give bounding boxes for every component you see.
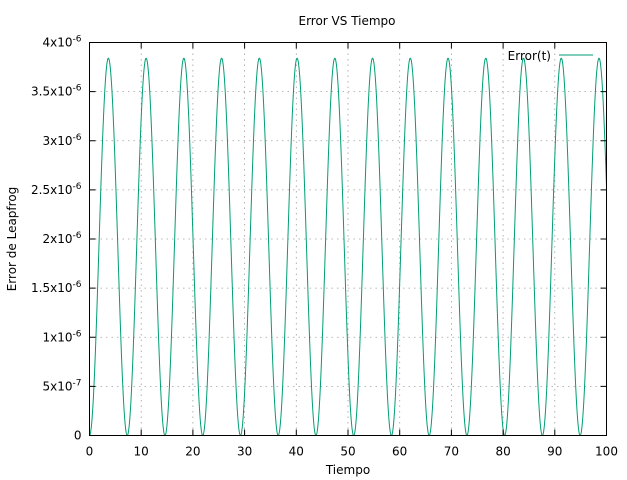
series-layer [89, 57, 607, 437]
x-tick-label: 80 [495, 445, 510, 459]
x-tick-label: 90 [547, 445, 562, 459]
x-tick-label: 30 [237, 445, 252, 459]
x-axis-label: Tiempo [325, 463, 370, 477]
y-tick-label: 5x10-7 [43, 378, 82, 393]
y-tick-label: 1x10-6 [43, 329, 82, 344]
y-tick-labels: 0 5x10-7 1x10-6 1.5x10-6 2x10-6 2.5x10-6 3x10-… [31, 35, 82, 443]
x-tick-label: 50 [340, 445, 355, 459]
series-error-line [89, 57, 607, 437]
x-tick-label: 20 [185, 445, 200, 459]
x-tick-labels: 0 10 20 30 40 50 60 70 80 90 100 [86, 445, 618, 459]
ticks [89, 42, 607, 436]
y-axis-label: Error de Leapfrog [5, 187, 19, 292]
x-tick-label: 10 [134, 445, 149, 459]
x-tick-label: 100 [595, 445, 618, 459]
y-tick-label: 2.5x10-6 [31, 182, 82, 197]
x-tick-label: 70 [444, 445, 459, 459]
x-tick-label: 40 [289, 445, 304, 459]
y-tick-label: 3.5x10-6 [31, 84, 82, 99]
chart-title: Error VS Tiempo [298, 14, 395, 28]
grid [89, 42, 607, 436]
y-tick-label: 4x10-6 [43, 35, 82, 50]
legend: Error(t) [508, 49, 593, 63]
y-tick-label: 1.5x10-6 [31, 280, 82, 295]
legend-label: Error(t) [508, 49, 551, 63]
y-tick-label: 3x10-6 [43, 133, 82, 148]
x-tick-label: 60 [392, 445, 407, 459]
y-tick-label: 2x10-6 [43, 231, 82, 246]
y-tick-label: 0 [74, 429, 82, 443]
x-tick-label: 0 [86, 445, 94, 459]
